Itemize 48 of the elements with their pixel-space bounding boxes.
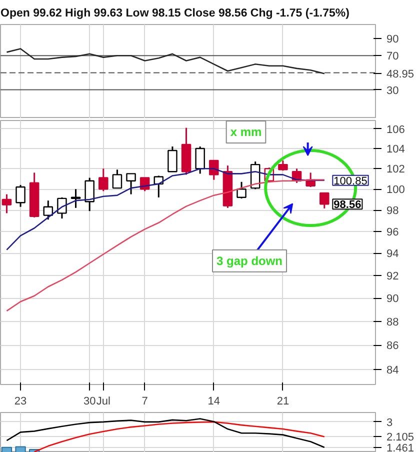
candlestick <box>126 172 136 196</box>
y-tick-label: 92 <box>386 270 399 282</box>
annotation: x mm <box>230 124 262 139</box>
y-tick-label: 48.95 <box>386 68 414 81</box>
candlestick <box>320 192 330 210</box>
y-tick-label: 102 <box>386 164 405 176</box>
x-tick-label: 14 <box>208 396 220 408</box>
line-series <box>6 48 326 74</box>
candlestick <box>236 181 246 200</box>
candlestick <box>168 146 178 172</box>
candlestick <box>98 168 108 192</box>
annotation: 98.56 <box>334 199 362 212</box>
line-series <box>34 421 326 452</box>
y-tick-label: 86 <box>386 340 399 352</box>
x-tick-label: 30 <box>83 396 96 408</box>
candlestick <box>43 200 54 220</box>
x-tick-label: 7 <box>142 396 148 408</box>
line-series <box>6 418 326 448</box>
x-tick-label: Jul <box>96 396 110 408</box>
y-tick-label: 104 <box>386 143 405 156</box>
y-tick-label: 84 <box>386 364 399 377</box>
candlestick <box>70 188 81 209</box>
x-tick-label: 23 <box>14 396 27 408</box>
candlestick <box>57 196 67 220</box>
candlestick <box>278 160 288 172</box>
y-tick-label: 98 <box>386 205 399 218</box>
y-tick-label: 106 <box>386 124 405 136</box>
y-tick-label: 96 <box>386 226 399 238</box>
y-tick-label: 3 <box>386 416 393 429</box>
y-tick-label: 90 <box>386 34 399 46</box>
chart-title: Open 99.62 High 99.63 Low 98.15 Close 98.56 Chg -1.75 (-1.75%) <box>0 8 350 20</box>
y-tick-label: 100 <box>386 184 405 196</box>
candlestick <box>209 160 219 181</box>
candlestick <box>2 194 12 214</box>
y-tick-label: 94 <box>386 248 399 260</box>
candlestick <box>112 168 122 189</box>
annotation: 3 gap down <box>216 254 283 268</box>
y-tick-label: 70 <box>386 50 399 63</box>
candlestick <box>16 184 26 208</box>
y-tick-label: 30 <box>386 84 399 97</box>
data-label: 100.85 <box>334 175 368 188</box>
x-tick-label: 21 <box>276 396 290 408</box>
y-tick-label: 90 <box>386 293 399 306</box>
y-tick-label: 88 <box>386 316 399 328</box>
y-tick-label: 1.461 <box>386 442 414 452</box>
candlestick <box>195 146 205 174</box>
y-tick-label: 2.105 <box>386 432 414 444</box>
candlestick <box>84 177 94 212</box>
